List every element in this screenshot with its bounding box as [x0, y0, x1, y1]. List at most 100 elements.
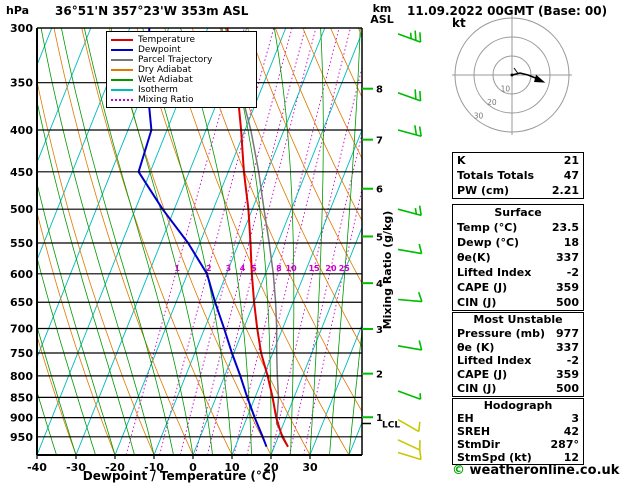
wind-barb — [397, 205, 422, 217]
isotherm-lines — [37, 28, 362, 455]
svg-text:30: 30 — [474, 111, 484, 120]
svg-text:450: 450 — [10, 166, 33, 179]
svg-text:20: 20 — [325, 264, 337, 273]
km-axis-label: km ASL — [370, 2, 394, 26]
stats-label: StmDir — [457, 438, 500, 451]
stats-label: Temp (°C) — [457, 221, 518, 234]
svg-text:800: 800 — [10, 370, 33, 383]
legend-line-sample — [111, 49, 133, 51]
stats-value: 3 — [571, 412, 579, 425]
legend-item: Wet Adiabat — [111, 75, 252, 85]
svg-text:850: 850 — [10, 391, 33, 404]
hodograph-unit-label: kt — [452, 16, 466, 30]
legend-label: Isotherm — [138, 85, 178, 95]
svg-text:400: 400 — [10, 124, 33, 137]
stats-row: PW (cm) 2.21 — [453, 183, 583, 198]
svg-text:4: 4 — [376, 279, 383, 290]
stats-row: SREH 42 — [453, 425, 583, 438]
legend-label: Dewpoint — [138, 45, 181, 55]
stats-value: -2 — [566, 266, 579, 279]
stats-value: 287° — [550, 438, 579, 451]
stats-row: θe(K) 337 — [453, 250, 583, 265]
svg-text:650: 650 — [10, 296, 33, 309]
stats-value: 500 — [556, 296, 579, 309]
stats-label: K — [457, 154, 466, 167]
svg-text:3: 3 — [225, 264, 231, 273]
legend-line-sample — [111, 89, 133, 91]
stats-value: 23.5 — [551, 221, 579, 234]
stats-row: Temp (°C) 23.5 — [453, 220, 583, 235]
stats-row: K 21 — [453, 153, 583, 168]
temp-tick-labels: -40 -30 -20 -10 0 10 20 30 — [27, 455, 318, 474]
svg-text:900: 900 — [10, 412, 33, 425]
km-asl-scale: 1 2 3 4 5 6 7 8 — [362, 85, 383, 424]
legend-item: Isotherm — [111, 85, 252, 95]
stats-row: CIN (J) 500 — [453, 295, 583, 310]
svg-text:LCL: LCL — [382, 420, 400, 430]
stats-value: 42 — [563, 425, 579, 438]
svg-text:2: 2 — [206, 264, 212, 273]
stats-label: CIN (J) — [457, 381, 497, 395]
stats-row: CIN (J) 500 — [453, 382, 583, 396]
stats-label: θe (K) — [457, 340, 495, 354]
pressure-tick-labels: 300 350 400 450 500 550 600 650 700 750 800 850 900 9… — [10, 22, 33, 444]
svg-text:-30: -30 — [66, 461, 86, 474]
svg-text:-40: -40 — [27, 461, 47, 474]
svg-text:7: 7 — [376, 136, 383, 147]
svg-text:2: 2 — [376, 370, 383, 381]
svg-text:15: 15 — [309, 264, 321, 273]
stats-value: -2 — [566, 354, 579, 368]
datetime-title: 11.09.2022 00GMT (Base: 00) — [407, 4, 608, 18]
svg-text:5: 5 — [251, 264, 257, 273]
svg-text:500: 500 — [10, 203, 33, 216]
legend-item: Temperature — [111, 35, 252, 45]
svg-text:0: 0 — [189, 461, 197, 474]
stats-row: Pressure (mb) 977 — [453, 327, 583, 341]
stats-value: 337 — [556, 251, 579, 264]
stats-row: Dewp (°C) 18 — [453, 235, 583, 250]
stats-label: Totals Totals — [457, 169, 535, 182]
svg-text:1: 1 — [376, 413, 383, 424]
stats-section-title: Surface — [494, 206, 542, 219]
legend: Temperature Dewpoint Parcel Trajectory Dry … — [106, 31, 257, 108]
stats-label: CAPE (J) — [457, 281, 508, 294]
stats-value: 977 — [556, 326, 579, 340]
stats-label: SREH — [457, 425, 491, 438]
stats-row: Totals Totals 47 — [453, 168, 583, 183]
legend-label: Temperature — [138, 35, 196, 45]
svg-text:600: 600 — [10, 268, 33, 281]
stats-row: EH 3 — [453, 412, 583, 425]
stats-value: 500 — [556, 381, 579, 395]
lcl-marker: LCL — [362, 420, 400, 430]
stats-label: Pressure (mb) — [457, 326, 545, 340]
svg-text:5: 5 — [376, 232, 383, 243]
svg-text:6: 6 — [376, 185, 383, 196]
svg-text:300: 300 — [10, 22, 33, 35]
legend-label: Dry Adiabat — [138, 65, 192, 75]
temp-axis-label: Dewpoint / Temperature (°C) — [82, 469, 277, 483]
copyright-symbol: © — [452, 463, 465, 478]
stats-row: Lifted Index -2 — [453, 354, 583, 368]
mixing-ratio-axis-label: Mixing Ratio (g/kg) — [381, 211, 394, 330]
copyright-text: weatheronline.co.uk — [469, 463, 620, 478]
legend-item: Dry Adiabat — [111, 65, 252, 75]
mixing-ratio-labels: 1 2 3 4 5 8 10 15 20 25 — [174, 264, 350, 273]
stats-value: 47 — [563, 169, 579, 182]
legend-label: Parcel Trajectory — [138, 55, 213, 65]
stats-label: Dewp (°C) — [457, 236, 520, 249]
stats-label: θe(K) — [457, 251, 491, 264]
stats-value: 12 — [563, 451, 579, 464]
svg-text:950: 950 — [10, 431, 33, 444]
svg-text:-10: -10 — [144, 461, 164, 474]
stats-row: Lifted Index -2 — [453, 265, 583, 280]
stats-value: 337 — [556, 340, 579, 354]
stats-row: StmDir 287° — [453, 438, 583, 451]
wind-barb — [397, 340, 423, 351]
stats-label: EH — [457, 412, 474, 425]
legend-line-sample — [111, 99, 133, 101]
stats-label: CIN (J) — [457, 296, 497, 309]
stats-section: K 21 Totals Totals 47 PW (cm) 2.21 — [452, 152, 584, 199]
hodograph-arrowhead — [534, 74, 546, 83]
pressure-axis-unit: hPa — [6, 4, 30, 17]
